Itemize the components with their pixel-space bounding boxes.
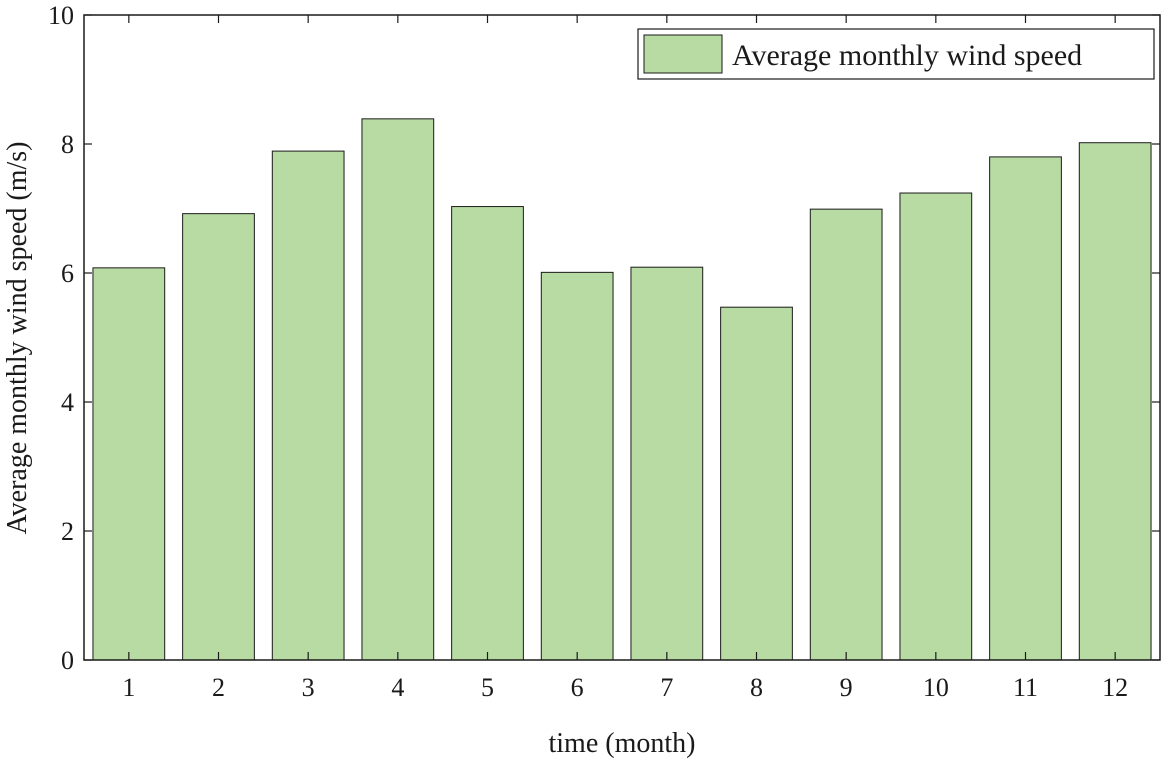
y-tick-label: 4 (61, 388, 74, 417)
bar-month-4 (361, 118, 435, 661)
legend-label: Average monthly wind speed (732, 39, 1082, 72)
legend: Average monthly wind speed (637, 28, 1155, 80)
y-tick-label: 2 (61, 517, 74, 546)
bar-month-12 (1078, 142, 1152, 661)
x-axis-label: time (month) (549, 728, 696, 759)
plot-area-frame (83, 14, 1161, 661)
x-tick-label: 12 (1102, 673, 1128, 702)
y-tick-label: 8 (61, 130, 74, 159)
bar-month-1 (92, 267, 166, 661)
x-tick-label: 8 (750, 673, 763, 702)
y-axis: 0 2 4 6 8 10 (48, 1, 1160, 675)
bar-month-6 (540, 271, 614, 661)
bars-group (92, 118, 1152, 661)
legend-swatch (643, 34, 723, 74)
x-tick-label: 2 (212, 673, 225, 702)
x-tick-label: 7 (660, 673, 673, 702)
x-axis: 1 2 3 4 5 6 7 8 9 10 11 12 (122, 15, 1128, 702)
bar-month-11 (989, 156, 1062, 661)
bar-month-3 (271, 150, 345, 661)
bar-month-2 (182, 213, 255, 661)
legend-box (637, 28, 1155, 80)
y-tick-label: 6 (61, 259, 74, 288)
x-tick-label: 11 (1013, 673, 1038, 702)
x-tick-label: 4 (391, 673, 404, 702)
x-tick-label: 1 (122, 673, 135, 702)
y-axis-label: Average monthly wind speed (m/s) (2, 142, 33, 535)
x-tick-label: 3 (302, 673, 315, 702)
bar-month-5 (451, 206, 524, 661)
x-tick-label: 5 (481, 673, 494, 702)
bar-month-8 (720, 306, 793, 661)
x-tick-label: 9 (840, 673, 853, 702)
x-tick-label: 6 (571, 673, 584, 702)
y-tick-label: 10 (48, 1, 74, 30)
y-tick-label: 0 (61, 646, 74, 675)
bar-month-10 (899, 192, 973, 661)
bar-month-7 (630, 266, 704, 661)
bar-month-9 (809, 208, 883, 661)
x-tick-label: 10 (923, 673, 949, 702)
